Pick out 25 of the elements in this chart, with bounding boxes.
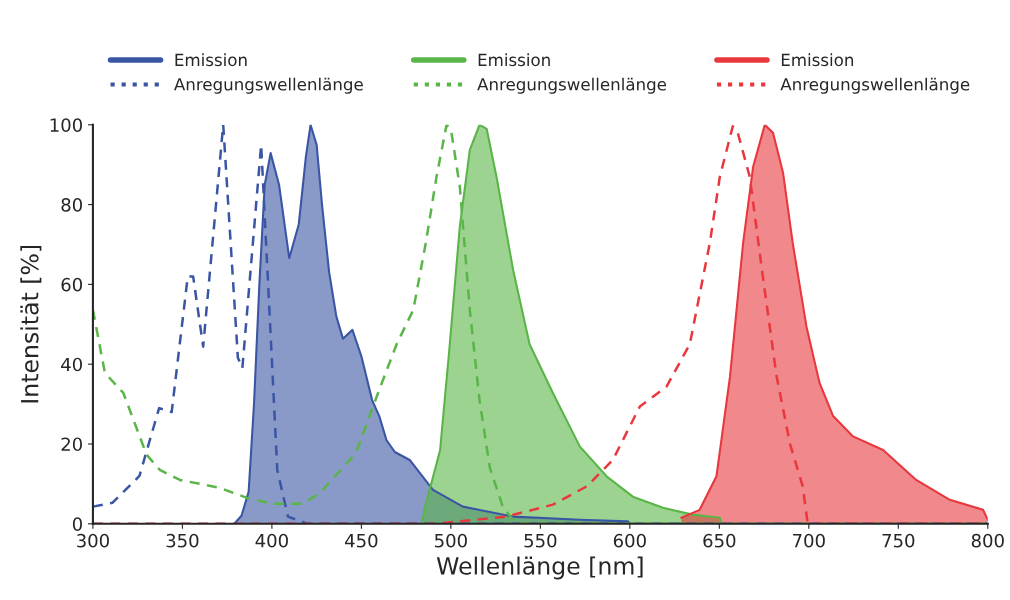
x-tick-label: 500 xyxy=(435,533,467,548)
y-tick-label: 80 xyxy=(61,198,82,212)
x-tick-label: 750 xyxy=(882,533,915,548)
x-tick-label: 700 xyxy=(793,533,825,548)
legend-label: Anregungswellenlänge xyxy=(174,77,363,94)
y-tick-label: 40 xyxy=(61,357,82,372)
x-tick-label: 350 xyxy=(166,533,199,548)
y-tick-label: 60 xyxy=(61,277,82,292)
x-tick-label: 450 xyxy=(345,533,378,548)
legend-label: Emission xyxy=(478,53,550,67)
x-tick-label: 650 xyxy=(703,533,736,548)
x-tick-label: 600 xyxy=(613,533,646,548)
x-tick-label: 550 xyxy=(524,533,557,548)
legend-label: Anregungswellenlänge xyxy=(477,77,667,94)
y-tick-label: 20 xyxy=(61,437,82,452)
y-tick-label: 100 xyxy=(50,118,82,132)
x-tick-label: 800 xyxy=(971,533,1004,548)
x-tick-label: 300 xyxy=(77,533,109,548)
x-axis-title: Wellenlänge [nm] xyxy=(436,556,643,580)
legend-label: Emission xyxy=(781,53,854,67)
legend-label: Anregungswellenlänge xyxy=(780,77,970,94)
legend-label: Emission xyxy=(175,53,247,67)
x-tick-label: 400 xyxy=(255,533,288,548)
y-tick-label: 0 xyxy=(72,517,82,531)
y-axis-title: Intensität [%] xyxy=(20,245,42,403)
